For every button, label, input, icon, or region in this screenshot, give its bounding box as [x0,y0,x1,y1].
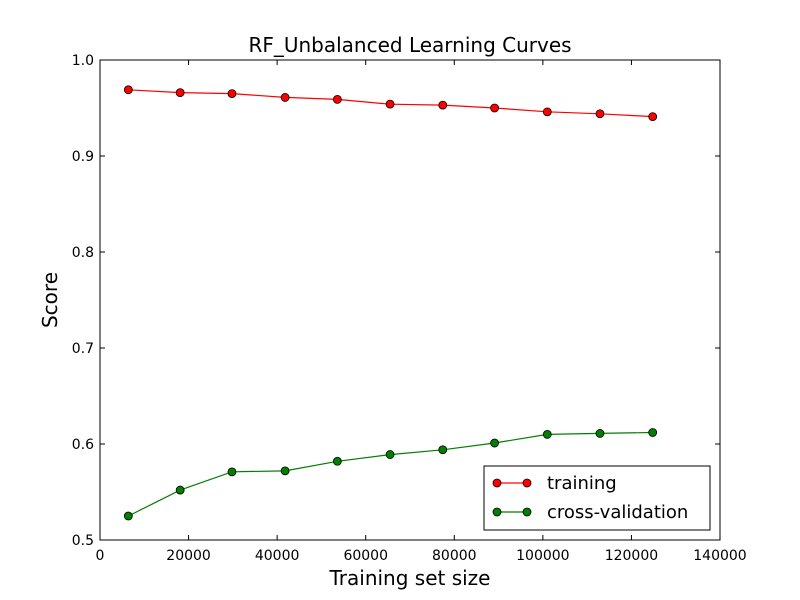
plot-area [100,60,720,540]
data-point-training [595,109,605,119]
legend-items: training cross-validation [492,473,688,523]
y-tick-label: 0.6 [72,437,94,453]
data-point-training [648,112,658,122]
x-tick-label: 0 [96,548,105,564]
legend-box [483,465,711,531]
y-tick-label: 0.7 [72,341,94,357]
legend-label-training: training [547,473,617,494]
x-tick-label: 80000 [432,548,477,564]
data-point-cross-validation [123,511,133,521]
x-tick-label: 20000 [166,548,211,564]
plot-frame [99,59,721,541]
legend-item-training: training [492,473,617,494]
x-tick-label: 140000 [693,548,746,564]
legend-item-cross-validation: cross-validation [492,502,688,523]
y-axis-title: Score [38,272,62,328]
data-point-cross-validation [438,445,448,455]
x-tick-label: 60000 [343,548,388,564]
x-axis-title: Training set size [329,566,491,590]
legend-marker-cross-validation [522,507,532,517]
data-point-cross-validation [332,456,342,466]
x-tick-label: 120000 [605,548,658,564]
data-point-cross-validation [595,429,605,438]
data-point-training [332,94,342,104]
y-tick-label: 1.0 [72,53,94,69]
data-point-cross-validation [280,466,290,476]
legend-label-cross-validation: cross-validation [547,502,688,523]
legend-marker-cross-validation [492,507,502,517]
data-point-training [438,100,448,110]
data-point-training [123,85,133,95]
data-point-cross-validation [542,429,552,439]
data-point-cross-validation [385,450,395,459]
data-point-training [490,103,499,113]
y-tick-label: 0.5 [72,533,94,549]
y-tick-label: 0.9 [72,149,94,165]
legend-marker-training [492,478,502,488]
y-tick-label: 0.8 [72,245,94,261]
series-layer [123,85,658,521]
data-point-training [280,93,290,102]
legend: training cross-validation [483,465,711,531]
series-training [123,85,658,122]
data-point-training [385,99,395,109]
data-point-training [542,107,552,117]
data-point-training [175,88,185,98]
x-tick-label: 40000 [255,548,300,564]
data-point-cross-validation [648,428,658,437]
data-point-cross-validation [227,467,237,477]
chart-title: RF_Unbalanced Learning Curves [248,33,571,57]
data-point-cross-validation [175,485,185,495]
ticks-layer: 0 20000 40000 60000 80000 100000 120000 140000 0… [72,53,747,564]
data-point-training [227,89,237,98]
series-cross-validation [123,428,658,521]
x-tick-label: 100000 [516,548,569,564]
data-point-cross-validation [490,438,499,448]
legend-marker-training [522,478,532,488]
